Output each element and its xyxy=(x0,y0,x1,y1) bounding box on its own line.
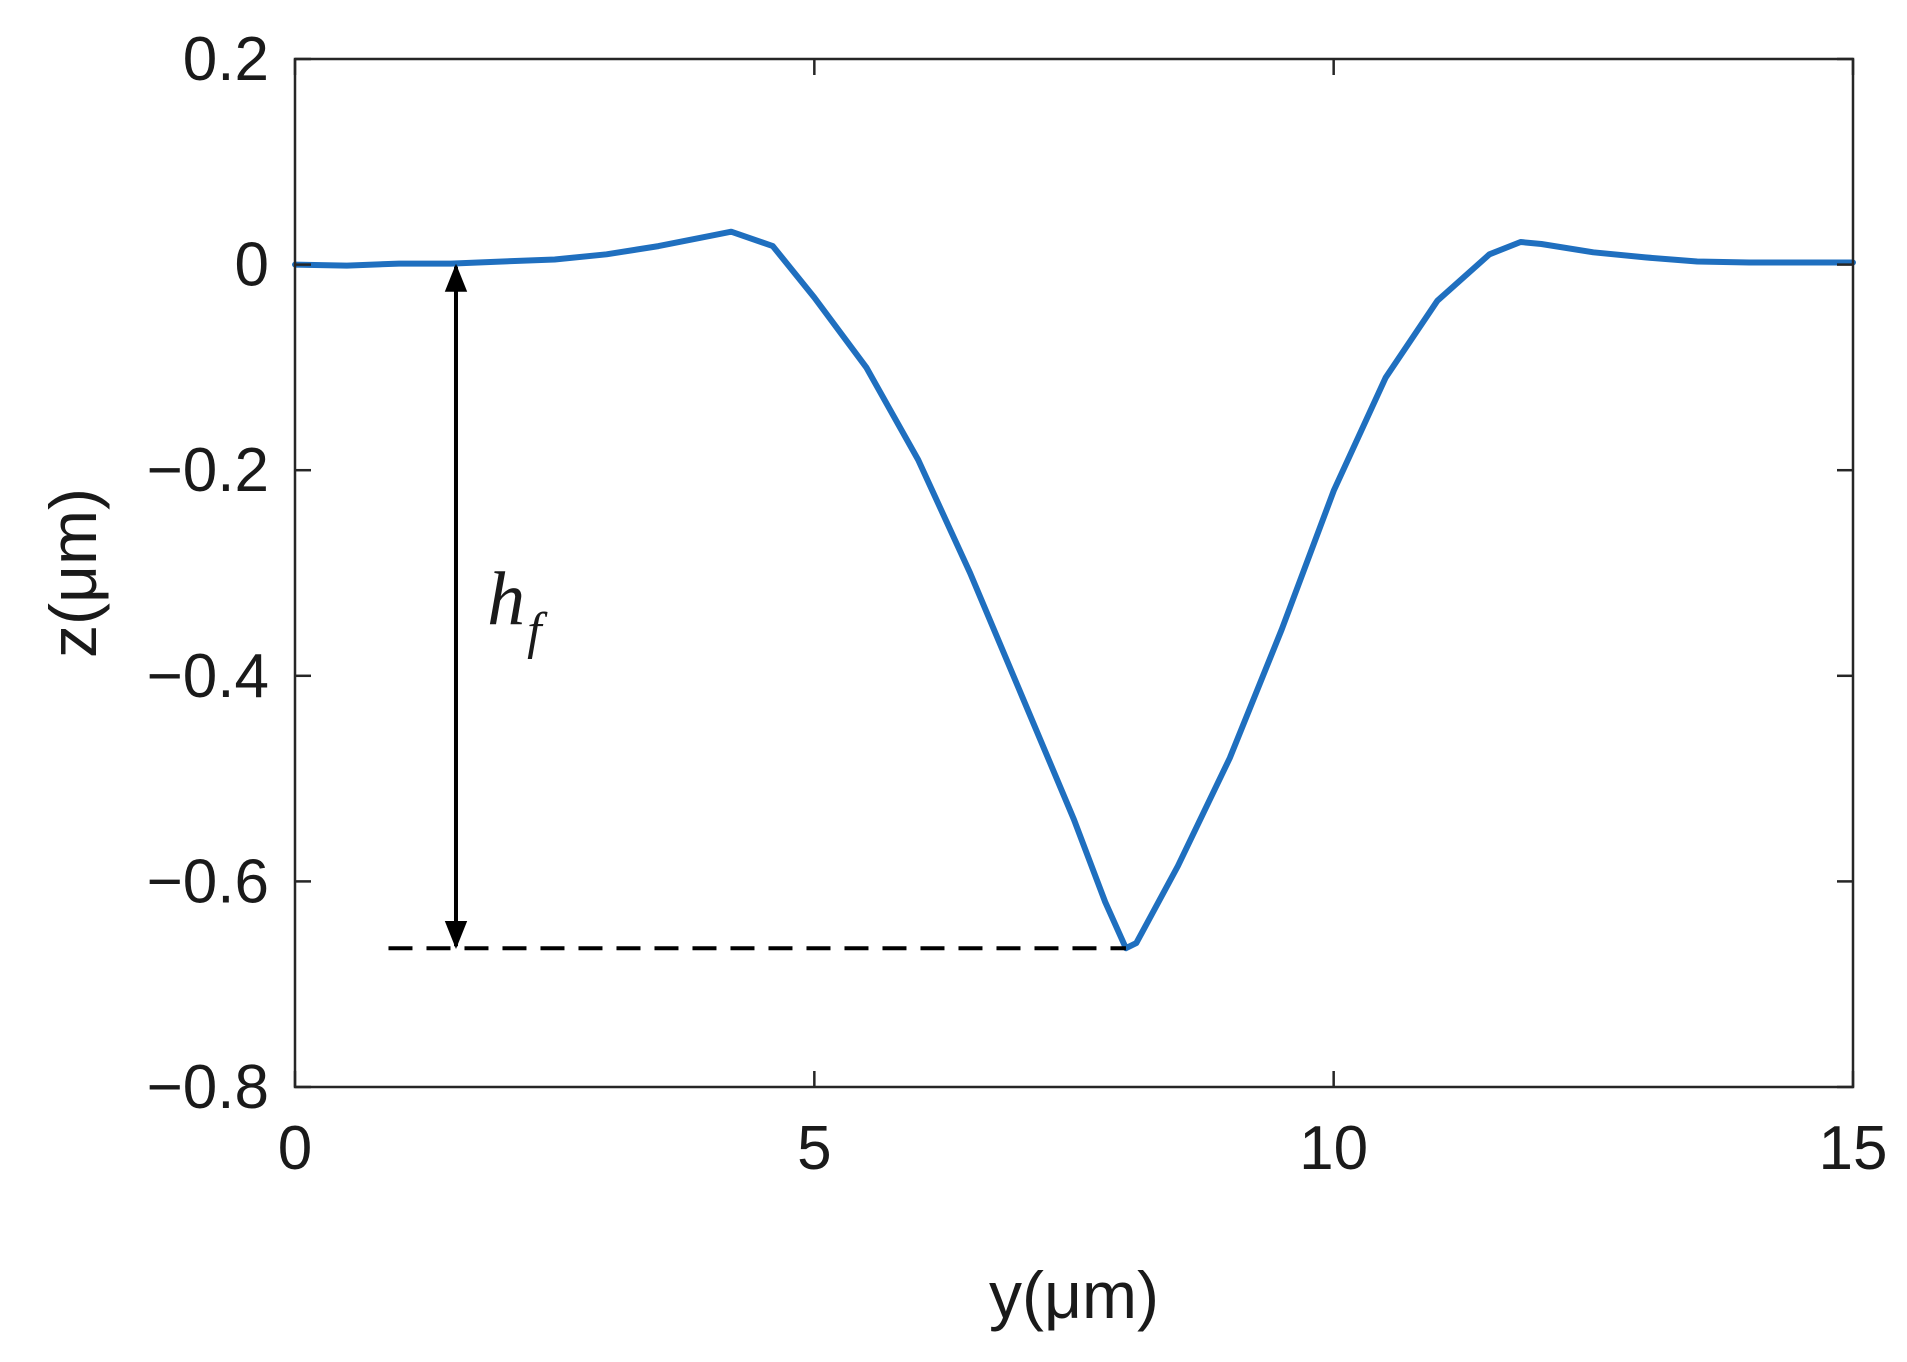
y-tick-label: −0.4 xyxy=(147,642,269,711)
plot-frame xyxy=(293,57,1855,1089)
x-axis-label: y(μm) xyxy=(989,1258,1159,1332)
x-tick-label: 10 xyxy=(1299,1114,1368,1183)
x-tick-label: 15 xyxy=(1819,1114,1888,1183)
axis-labels: y(μm) z(μm) xyxy=(36,488,1159,1332)
y-tick-label: 0 xyxy=(235,231,269,300)
depth-label-subscript: f xyxy=(527,603,548,660)
y-tick-label: 0.2 xyxy=(183,25,269,94)
x-tick-label: 5 xyxy=(797,1114,831,1183)
depth-label-hf: hf xyxy=(487,557,548,660)
plot-area xyxy=(292,228,1856,952)
y-tick-label: −0.2 xyxy=(147,436,269,505)
x-tick-label: 0 xyxy=(278,1114,312,1183)
axes: 0 5 10 15 0.2 0 −0.2 −0.4 −0.6 −0.8 xyxy=(147,25,1888,1183)
depth-label-main: h xyxy=(487,557,525,641)
y-tick-label: −0.8 xyxy=(147,1053,269,1122)
y-tick-label: −0.6 xyxy=(147,847,269,916)
series-line-0 xyxy=(292,228,1856,952)
annotation-layer: hf xyxy=(388,263,1126,951)
y-axis-label: z(μm) xyxy=(36,488,110,658)
